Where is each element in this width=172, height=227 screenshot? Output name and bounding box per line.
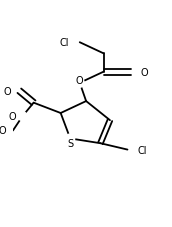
Text: Cl: Cl bbox=[137, 145, 147, 155]
Text: O: O bbox=[8, 112, 16, 122]
Text: O: O bbox=[4, 86, 11, 96]
Text: O: O bbox=[0, 126, 7, 136]
Text: O: O bbox=[140, 67, 148, 77]
Text: Cl: Cl bbox=[59, 38, 69, 48]
Circle shape bbox=[66, 134, 75, 143]
Text: S: S bbox=[67, 139, 73, 148]
Circle shape bbox=[75, 79, 84, 88]
Circle shape bbox=[18, 112, 27, 121]
Text: O: O bbox=[76, 75, 84, 85]
